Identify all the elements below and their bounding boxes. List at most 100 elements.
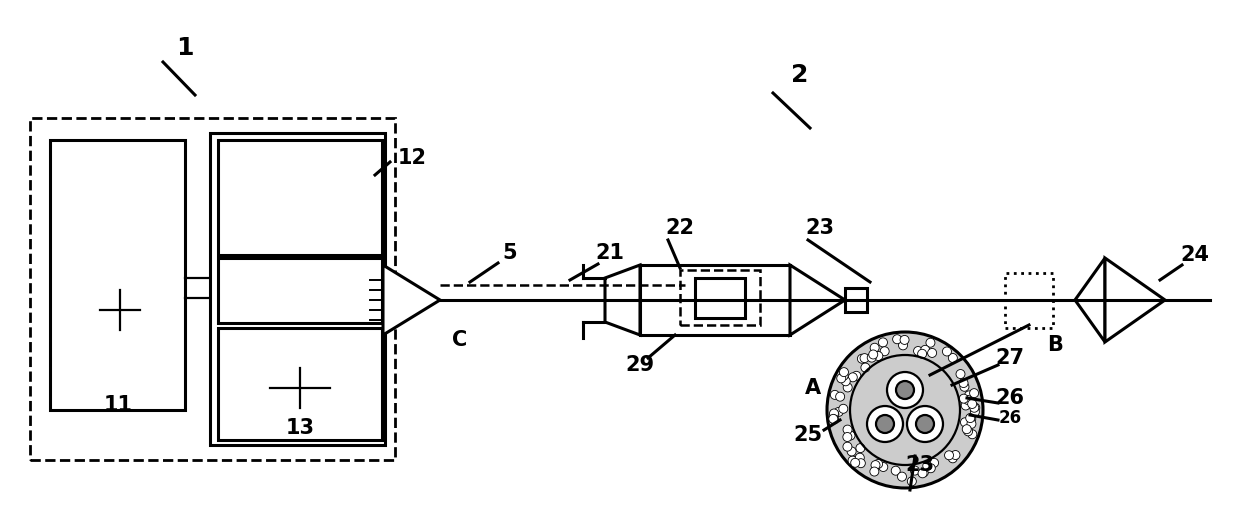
Circle shape [959,378,968,388]
Text: 29: 29 [625,355,655,375]
Circle shape [908,477,916,486]
Circle shape [963,427,972,436]
Circle shape [867,406,903,442]
Circle shape [893,335,901,344]
Circle shape [843,442,852,451]
Circle shape [966,414,975,423]
Polygon shape [1105,258,1166,342]
Bar [210,133,384,445]
Circle shape [843,432,852,442]
Text: 23: 23 [905,455,935,475]
Circle shape [960,394,968,403]
Text: 2: 2 [791,63,808,87]
Circle shape [830,415,838,424]
Circle shape [918,350,926,358]
Circle shape [851,458,859,467]
Circle shape [970,389,978,398]
Bar [218,328,382,440]
Text: 27: 27 [996,348,1024,368]
Circle shape [847,447,856,456]
Circle shape [945,451,954,460]
Circle shape [879,463,888,471]
Text: 26: 26 [996,388,1024,408]
Circle shape [926,464,935,473]
Circle shape [837,374,846,383]
Circle shape [898,472,906,481]
Text: B: B [1047,335,1063,355]
Bar [1004,273,1053,328]
Circle shape [906,406,942,442]
Circle shape [867,353,877,362]
Circle shape [971,403,980,412]
Circle shape [843,425,852,434]
Circle shape [848,456,857,465]
Circle shape [960,382,968,391]
Text: A: A [805,378,821,398]
Circle shape [849,456,859,465]
Circle shape [961,418,970,427]
Circle shape [869,467,879,476]
Circle shape [923,461,931,470]
Circle shape [874,460,883,468]
Circle shape [916,415,934,433]
Circle shape [968,430,977,439]
Bar [640,265,790,335]
Circle shape [828,414,838,424]
Circle shape [861,363,870,372]
Bar [50,140,185,410]
Circle shape [852,371,861,380]
Circle shape [951,450,960,460]
Polygon shape [383,265,440,335]
Text: 5: 5 [502,243,517,263]
Circle shape [848,373,857,382]
Circle shape [887,372,923,408]
Circle shape [963,395,972,405]
Circle shape [949,454,957,463]
Circle shape [965,391,973,400]
Circle shape [870,461,880,470]
Circle shape [914,346,923,356]
Text: 21: 21 [595,243,625,263]
Circle shape [846,431,856,440]
Circle shape [962,425,971,434]
Circle shape [897,381,914,399]
Circle shape [961,401,970,410]
Circle shape [919,468,929,476]
Circle shape [838,405,848,413]
Circle shape [899,341,908,350]
Polygon shape [1075,258,1105,342]
Circle shape [856,444,866,453]
Polygon shape [790,265,844,335]
Circle shape [956,370,965,378]
Text: 24: 24 [1180,245,1209,265]
Polygon shape [605,265,640,335]
Bar [218,140,382,255]
Circle shape [930,458,939,467]
Text: 25: 25 [794,425,822,445]
Circle shape [841,377,851,386]
Circle shape [827,332,983,488]
Circle shape [926,338,935,347]
Circle shape [835,408,843,416]
Text: 23: 23 [806,218,835,238]
Text: 22: 22 [666,218,694,238]
Circle shape [918,469,928,478]
Circle shape [839,368,848,377]
Circle shape [928,348,936,357]
Circle shape [830,409,838,418]
Circle shape [843,383,852,392]
Circle shape [874,352,883,360]
Circle shape [857,354,867,363]
Circle shape [869,350,878,359]
Circle shape [880,347,889,356]
Text: 13: 13 [285,418,315,438]
Circle shape [967,419,976,428]
Circle shape [971,408,980,416]
Bar [694,278,745,318]
Circle shape [856,453,864,462]
Circle shape [967,414,976,424]
Circle shape [970,403,978,412]
Circle shape [861,354,869,362]
Circle shape [920,345,930,354]
Bar [680,270,760,325]
